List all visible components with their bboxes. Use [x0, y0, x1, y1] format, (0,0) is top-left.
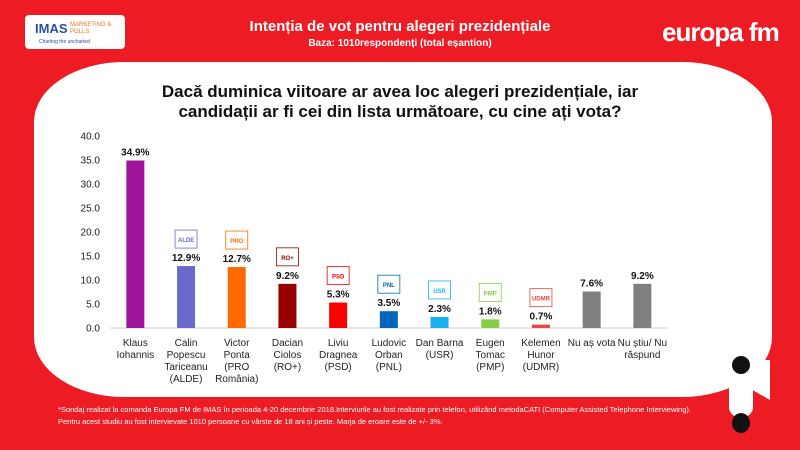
y-tick-label: 25.0 — [81, 204, 101, 215]
party-logo-text: PNL — [383, 283, 395, 289]
bar — [329, 302, 348, 328]
x-tick-label: Nu aș vota — [568, 338, 616, 349]
party-logo-icon — [276, 247, 299, 267]
y-tick-label: 10.0 — [81, 276, 101, 287]
data-label: 9.2% — [631, 271, 654, 282]
x-tick-label: Orban — [375, 350, 403, 361]
logo-text: IMAS — [35, 21, 68, 36]
party-logo-icon — [478, 282, 502, 302]
chart-question: Dacă duminica viitoare ar avea loc alege… — [161, 82, 639, 121]
logo-tag: Charting the uncharted — [39, 39, 90, 45]
y-tick-label: 0.0 — [86, 324, 100, 335]
party-logo-text: PMP — [484, 291, 497, 297]
bar — [582, 291, 601, 328]
party-logo-icon — [529, 288, 553, 308]
x-tick-label: Kelemen — [521, 338, 560, 349]
x-tick-label: (USR) — [426, 350, 454, 361]
y-tick-label: 15.0 — [81, 252, 101, 263]
x-tick-label: Liviu — [328, 338, 349, 349]
data-label: 5.3% — [327, 290, 350, 301]
x-tick-label: Tomac — [476, 350, 505, 361]
x-tick-label: (ALDE) — [170, 374, 203, 385]
x-tick-label: Ludovic — [372, 338, 406, 349]
x-tick-label: (PSD) — [325, 362, 352, 373]
person-icon — [729, 356, 753, 433]
party-logo-text: USR — [433, 289, 446, 295]
party-logo-text: RO+ — [281, 256, 294, 262]
x-tick-label: Dan Barna — [416, 338, 464, 349]
x-tick-label: Klaus — [123, 338, 148, 349]
x-tick-label: Ciolos — [274, 350, 302, 361]
bar — [430, 316, 449, 328]
party-logo-icon — [225, 230, 249, 250]
bar — [126, 160, 145, 328]
x-tick-label: Dragnea — [319, 350, 358, 361]
footnote-line: Pentru acest studiu au fost intervievate… — [58, 417, 443, 426]
y-tick-label: 35.0 — [81, 156, 101, 167]
data-label: 3.5% — [377, 298, 400, 309]
footnote-line: *Sondaj realizat la comanda Europa FM de… — [58, 405, 691, 414]
data-label: 9.2% — [276, 271, 299, 282]
x-tick-label: (PRO — [224, 362, 249, 373]
data-label: 1.8% — [479, 306, 502, 317]
x-tick-label: (UDMR) — [523, 362, 560, 373]
europa-fm-logo: europa fm — [662, 17, 780, 47]
imas-logo: IMAS MARKETING & POLLS Charting the unch… — [25, 15, 125, 49]
page-title: Intenția de vot pentru alegeri prezidenț… — [249, 18, 551, 35]
party-logo-icon — [377, 274, 401, 294]
data-label: 34.9% — [121, 147, 149, 158]
x-tick-label: (PMP) — [476, 362, 504, 373]
x-tick-label: România) — [215, 374, 258, 385]
x-tick-label: (PNL) — [376, 362, 402, 373]
speech-bubble — [34, 62, 772, 397]
x-tick-label: Eugen — [476, 338, 505, 349]
x-tick-label: (RO+) — [274, 362, 302, 373]
x-tick-label: Popescu — [167, 350, 206, 361]
bar — [278, 283, 297, 328]
data-label: 7.6% — [580, 279, 603, 290]
x-tick-label: Hunor — [527, 350, 555, 361]
x-tick-label: răspund — [624, 350, 660, 361]
party-logo-text: PSD — [332, 275, 345, 281]
bar — [227, 267, 246, 328]
y-tick-label: 5.0 — [86, 300, 100, 311]
party-logo-text: ALDE — [178, 238, 194, 244]
page-subtitle: Baza: 1010respondenți (total eșantion) — [308, 38, 492, 49]
y-tick-label: 40.0 — [81, 132, 101, 143]
x-tick-label: Iohannis — [116, 350, 154, 361]
bar — [481, 319, 500, 328]
bar — [379, 311, 398, 328]
x-tick-label: Victor — [224, 338, 250, 349]
data-label: 0.7% — [530, 312, 553, 323]
bar — [177, 266, 196, 328]
x-tick-label: Tariceanu — [164, 362, 207, 373]
x-tick-label: Nu știu/ Nu — [618, 338, 667, 349]
bar — [531, 324, 550, 328]
y-tick-label: 20.0 — [81, 228, 101, 239]
x-tick-label: Calin — [175, 338, 198, 349]
bar — [633, 283, 652, 328]
party-logo-icon — [428, 280, 451, 300]
party-logo-text: UDMR — [532, 297, 551, 303]
data-label: 12.9% — [172, 253, 200, 264]
party-logo-icon — [174, 229, 198, 249]
x-tick-label: Dacian — [272, 338, 303, 349]
party-logo-icon — [326, 266, 350, 285]
footnote: *Sondaj realizat la comanda Europa FM de… — [58, 404, 691, 428]
party-logo-text: PRO — [230, 239, 243, 245]
data-label: 12.7% — [223, 254, 251, 265]
x-tick-label: Ponta — [224, 350, 251, 361]
data-label: 2.3% — [428, 304, 451, 315]
logo-sub: MARKETING & POLLS — [70, 22, 112, 35]
y-tick-label: 30.0 — [81, 180, 101, 191]
